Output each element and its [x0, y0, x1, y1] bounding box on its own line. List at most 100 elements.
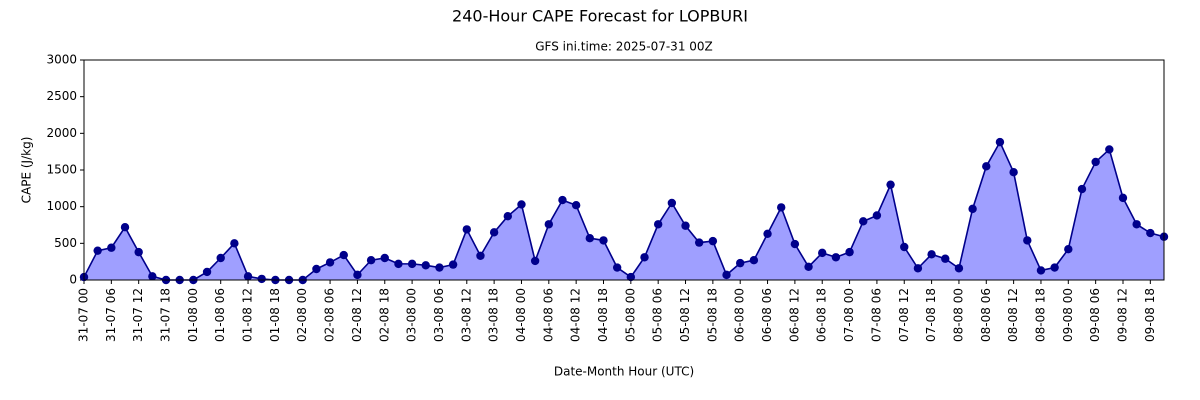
- marker: [599, 236, 608, 245]
- y-tick-label: 500: [54, 236, 77, 250]
- x-tick-label: 01-08 12: [241, 288, 255, 342]
- x-tick-label: 06-08 06: [760, 288, 774, 342]
- x-tick-label: 05-08 00: [623, 288, 637, 342]
- marker: [530, 256, 540, 266]
- x-tick-label: 05-08 18: [705, 288, 719, 342]
- marker: [749, 256, 759, 265]
- marker: [736, 258, 745, 268]
- marker: [421, 261, 430, 270]
- marker: [1050, 263, 1059, 272]
- plot-frame: [83, 59, 1165, 281]
- y-tick-label: 2000: [46, 126, 77, 140]
- marker: [1105, 145, 1114, 154]
- x-tick-label: 31-07 18: [159, 288, 173, 342]
- marker: [1064, 245, 1073, 254]
- marker: [407, 259, 417, 269]
- marker: [216, 253, 225, 263]
- y-tick-label: 2500: [46, 89, 77, 103]
- marker: [722, 270, 731, 280]
- marker: [585, 234, 595, 243]
- marker: [243, 272, 253, 281]
- marker: [380, 253, 389, 263]
- marker: [612, 263, 622, 272]
- marker: [107, 243, 116, 252]
- y-tick-label: 0: [69, 273, 77, 287]
- x-tick-label: 03-08 00: [405, 288, 419, 342]
- x-tick-label: 08-08 12: [1006, 288, 1020, 342]
- marker: [134, 247, 143, 257]
- x-tick-label: 06-08 00: [733, 288, 747, 342]
- marker: [1132, 220, 1141, 229]
- marker: [448, 260, 458, 269]
- x-tick-label: 04-08 18: [596, 288, 610, 342]
- marker: [353, 270, 362, 280]
- x-tick-label: 05-08 06: [651, 288, 665, 342]
- marker: [148, 272, 157, 281]
- x-tick-label: 09-08 00: [1061, 288, 1075, 342]
- marker: [681, 221, 690, 230]
- x-tick-label: 01-08 06: [213, 288, 227, 342]
- y-tick-label: 3000: [46, 53, 77, 67]
- x-tick-label: 06-08 12: [787, 288, 801, 342]
- marker: [927, 250, 936, 259]
- marker: [366, 256, 376, 265]
- x-tick-label: 31-07 12: [131, 288, 145, 342]
- x-tick-label: 01-08 00: [186, 288, 200, 342]
- x-tick-label: 02-08 06: [323, 288, 337, 342]
- marker: [790, 239, 800, 249]
- x-axis-label: Date-Month Hour (UTC): [554, 365, 694, 379]
- marker: [325, 258, 335, 267]
- x-tick-label: 04-08 06: [541, 288, 555, 342]
- marker: [394, 259, 403, 269]
- marker: [913, 264, 923, 273]
- marker: [804, 262, 813, 271]
- x-tick-label: 31-07 06: [104, 288, 118, 342]
- x-tick-label: 02-08 18: [377, 288, 391, 342]
- x-tick-label: 07-08 06: [869, 288, 883, 342]
- marker: [859, 217, 868, 226]
- x-tick-label: 02-08 12: [350, 288, 364, 342]
- marker: [831, 253, 841, 262]
- marker: [462, 225, 471, 234]
- marker: [872, 211, 882, 220]
- marker: [312, 264, 321, 274]
- x-tick-label: 04-08 00: [514, 288, 528, 342]
- marker: [503, 212, 512, 221]
- marker: [571, 201, 581, 210]
- marker: [544, 220, 554, 229]
- area-fill: [84, 142, 1164, 280]
- marker: [1146, 228, 1155, 238]
- marker: [1077, 184, 1087, 194]
- marker: [558, 195, 567, 205]
- marker: [982, 162, 991, 171]
- marker: [640, 253, 649, 262]
- chart-title: 240-Hour CAPE Forecast for LOPBURI: [452, 7, 748, 26]
- x-tick-label: 07-08 12: [897, 288, 911, 342]
- x-tick-label: 09-08 12: [1115, 288, 1129, 342]
- marker: [517, 200, 526, 209]
- marker: [202, 267, 212, 277]
- marker: [339, 250, 348, 260]
- x-tick-label: 01-08 18: [268, 288, 282, 342]
- marker: [1036, 266, 1046, 275]
- y-tick-label: 1500: [46, 163, 77, 177]
- marker: [941, 254, 950, 263]
- x-tick-label: 05-08 12: [678, 288, 692, 342]
- marker: [120, 223, 130, 232]
- x-tick-label: 04-08 12: [569, 288, 583, 342]
- marker: [476, 251, 485, 260]
- marker: [968, 204, 977, 214]
- marker: [777, 203, 786, 212]
- marker: [435, 263, 444, 272]
- x-tick-label: 02-08 00: [295, 288, 309, 342]
- marker: [489, 228, 499, 237]
- y-tick-label: 1000: [46, 199, 77, 213]
- x-tick-label: 09-08 06: [1088, 288, 1102, 342]
- x-tick-label: 31-07 00: [77, 288, 91, 342]
- marker: [763, 229, 772, 238]
- marker: [995, 137, 1005, 147]
- y-axis-label: CAPE (J/kg): [20, 137, 34, 204]
- marker: [93, 246, 102, 255]
- marker: [230, 239, 239, 248]
